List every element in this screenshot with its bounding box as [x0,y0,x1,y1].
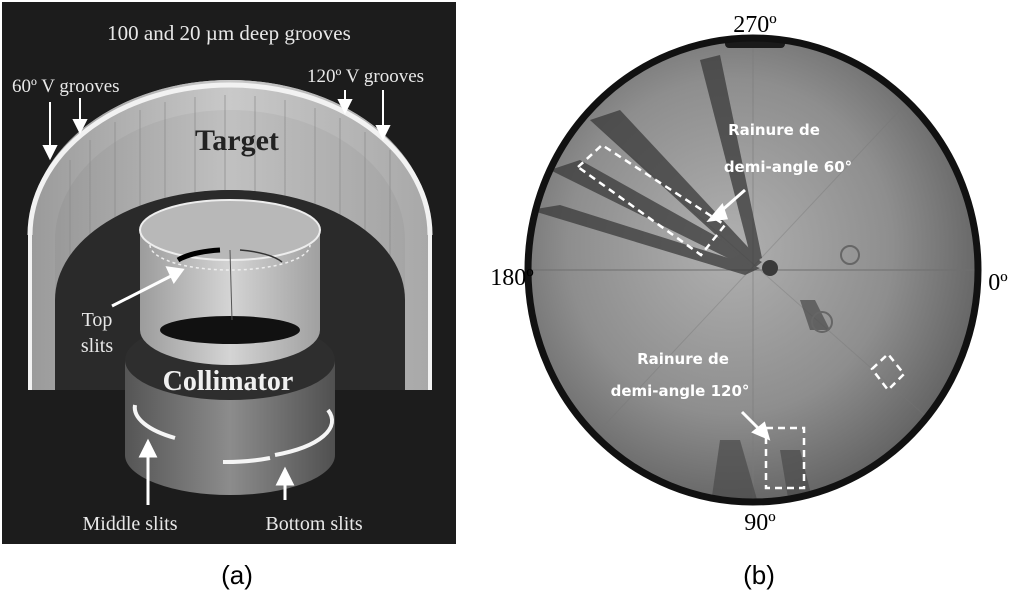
bottom-slits-label: Bottom slits [265,513,362,535]
small-dashed-box [870,352,906,392]
groove-markers [576,143,906,490]
collimator-label: Collimator [163,366,294,397]
top-slits-arrow [111,266,185,308]
groove60-dashed-box [576,143,727,257]
groove120-label-line1: Rainure de [637,350,729,368]
middle-slits-label: Middle slits [82,513,177,535]
middle-slit-mark [132,404,176,440]
groove120-label-line2: demi-angle 120° [611,382,750,400]
bottom-slit-mark [222,456,271,465]
left-groove-label: 60º V grooves [12,76,120,97]
panel-a-title: 100 and 20 µm deep grooves [107,21,351,45]
top-slits-label-line1: Top [82,309,113,331]
groove60-label-line2: demi-angle 60° [724,158,852,176]
caption-a: (a) [221,560,253,590]
caption-b: (b) [743,560,775,590]
angle-label-180: 180º [490,265,534,291]
groove-streaks-60 [530,55,762,275]
angle-label-270: 270º [733,12,777,38]
disk-photo: Rainure de demi-angle 60° Rainure de dem… [490,12,1008,536]
groove-arrows [42,90,391,161]
panel-b-disk-image: Rainure de demi-angle 60° Rainure de dem… [470,0,1014,548]
angle-label-0: 0º [988,270,1008,296]
annotation-arrows [706,188,771,441]
groove60-label-line1: Rainure de [728,121,820,139]
slit-arrows [138,438,295,505]
angle-label-90: 90º [744,510,776,536]
disk-rim [524,34,982,506]
target-label: Target [195,124,279,157]
target-collimator-schematic: 100 and 20 µm deep grooves 60º V grooves… [2,2,456,544]
right-groove-label: 120º V grooves [307,66,424,87]
top-slit-mark [176,247,221,263]
target-rim [27,82,433,236]
panel-a-diagram: 100 and 20 µm deep grooves 60º V grooves… [0,0,460,548]
top-slits-label-line2: slits [81,335,113,357]
groove120-dashed-box [764,426,806,490]
